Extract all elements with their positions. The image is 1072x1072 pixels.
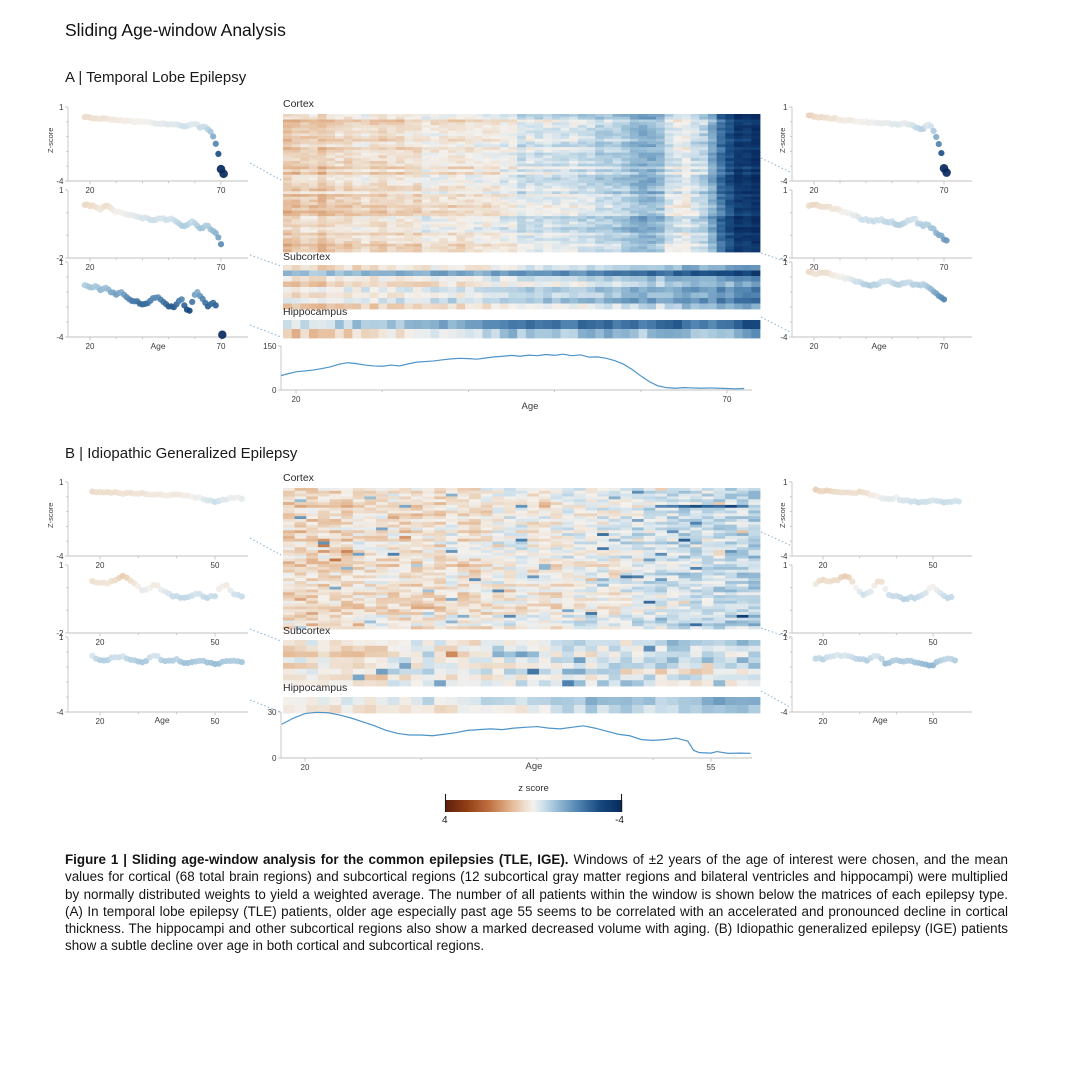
- panel-b-cortex-label: Cortex: [283, 472, 314, 484]
- panel-a-subcortex-label: Subcortex: [283, 251, 331, 263]
- panel-a-right-age-axis-label: Age: [871, 341, 887, 351]
- panel-a-left-age-axis-label: Age: [150, 341, 166, 351]
- panel-b-lineplot-age-axis-label: Age: [525, 761, 543, 772]
- panel-b-right-age-axis-label: Age: [872, 715, 888, 725]
- panel-a-lineplot-age-axis-label: Age: [521, 401, 539, 412]
- panel-a-left-zscore-axis-label: Z-score: [46, 127, 55, 153]
- panel-a-hippocampus-label: Hippocampus: [283, 306, 348, 318]
- panel-a-right-zscore-axis-label: Z-score: [778, 127, 787, 153]
- caption-lead: Figure 1 | Sliding age-window analysis f…: [65, 852, 569, 867]
- panel-a-title: A | Temporal Lobe Epilepsy: [65, 69, 247, 86]
- panel-b-left-zscore-axis-label: Z-score: [46, 502, 55, 528]
- panel-b-title: B | Idiopathic Generalized Epilepsy: [65, 445, 298, 462]
- colorbar-right-value: -4: [615, 815, 624, 826]
- colorbar-title: z score: [518, 783, 549, 794]
- panel-a-cortex-label: Cortex: [283, 98, 314, 110]
- panel-b-hippocampus-label: Hippocampus: [283, 682, 348, 694]
- caption-body: Windows of ±2 years of the age of intere…: [65, 852, 1008, 954]
- panel-b-subcortex-label: Subcortex: [283, 625, 331, 637]
- panel-b-right-zscore-axis-label: Z-score: [778, 502, 787, 528]
- figure-caption: Figure 1 | Sliding age-window analysis f…: [65, 851, 1008, 955]
- figure-title: Sliding Age-window Analysis: [65, 20, 286, 40]
- panel-b-left-age-axis-label: Age: [154, 715, 170, 725]
- colorbar-left-value: 4: [442, 815, 448, 826]
